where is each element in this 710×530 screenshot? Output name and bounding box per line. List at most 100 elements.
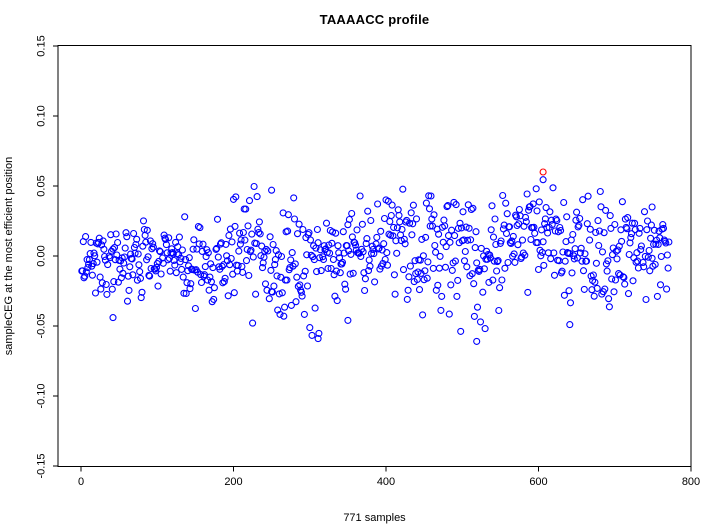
data-point [479,288,487,296]
data-point [152,263,161,272]
data-point [144,253,152,261]
data-point [159,259,167,267]
data-point [395,211,403,219]
data-point [130,229,138,238]
data-point [214,253,222,261]
data-point [493,267,501,275]
data-point [499,191,507,200]
data-point [393,224,401,232]
data-point [125,286,133,294]
data-point [463,263,471,271]
data-point [432,248,440,256]
data-point [522,218,530,226]
data-point [629,277,637,285]
data-point [178,265,186,273]
data-point [249,253,257,261]
data-point [245,197,254,205]
data-point [498,276,506,284]
data-point [590,292,598,300]
data-point [296,281,304,289]
data-point [391,290,399,298]
data-point [345,215,353,224]
data-point [373,233,381,241]
data-point [370,250,378,258]
data-point [611,276,620,284]
data-point [311,304,319,312]
data-point [347,250,355,258]
data-point [322,219,331,227]
data-point [664,264,672,272]
data-point [319,255,328,264]
data-point [97,285,105,293]
data-point [393,249,401,257]
data-point [379,259,387,268]
data-point [195,240,203,248]
data-point [415,286,424,294]
data-point [207,278,215,286]
data-point [452,201,460,209]
data-point [338,258,347,266]
data-point [426,222,434,230]
data-point [145,271,153,279]
data-point [121,244,129,252]
data-point [592,228,600,237]
data-point [364,207,372,215]
data-point [460,257,469,265]
data-point [169,250,177,258]
data-point [573,254,581,262]
data-point [596,187,604,196]
data-point [439,238,447,246]
data-point [403,295,411,303]
data-point [504,258,512,267]
data-point [82,268,90,276]
data-point [210,295,218,303]
data-point [182,289,190,298]
data-point [281,303,289,311]
data-point [112,230,120,238]
data-point [594,217,602,225]
data-point [177,254,185,262]
data-point [152,267,160,275]
data-point [109,314,117,322]
data-point [470,312,478,320]
data-point [156,248,164,256]
data-point [387,211,395,220]
data-point [290,194,298,202]
data-point [117,274,125,282]
data-point [444,202,452,210]
data-point [434,281,442,289]
data-point [371,278,379,286]
data-point [218,262,226,270]
data-point [469,204,477,212]
data-point [96,273,104,281]
data-point [637,242,645,250]
data-point [222,240,230,248]
data-point [398,225,406,234]
data-point [566,321,574,329]
data-point [582,257,591,265]
data-point [306,324,314,332]
chart-title: TAAAACC profile [319,12,430,27]
data-point [137,294,145,302]
data-point [465,224,473,232]
data-point [284,227,292,235]
data-point [637,246,645,254]
data-point [643,217,652,225]
data-point [287,256,295,264]
data-point [206,273,214,281]
data-point [129,271,137,279]
data-point [457,224,466,232]
data-point [324,264,332,273]
data-point [390,223,398,231]
data-point [662,239,670,247]
data-point [547,255,555,263]
data-point [308,331,316,339]
data-point [230,289,238,297]
data-point [289,262,297,270]
data-point [91,252,99,260]
data-point [551,227,559,235]
data-point [270,282,278,290]
data-point [186,285,194,293]
data-point [577,244,585,252]
data-point [487,226,495,234]
